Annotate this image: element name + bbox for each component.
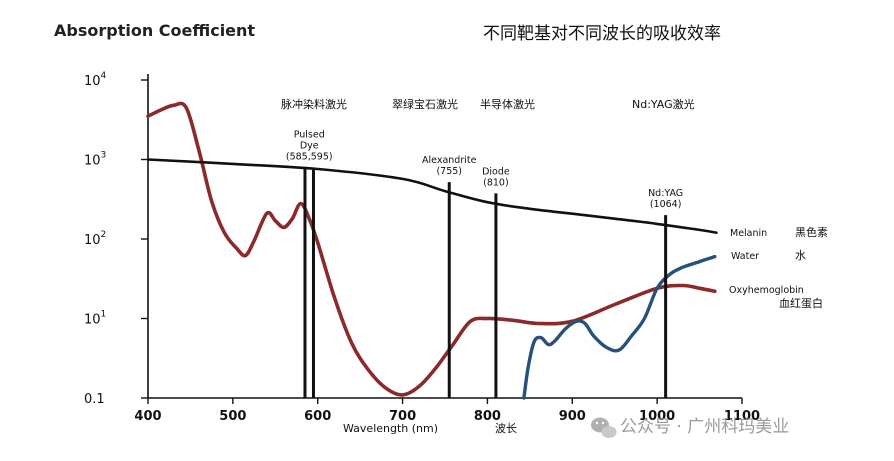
y-tick-label: 104: [84, 71, 107, 89]
x-tick-label: 800: [474, 409, 501, 424]
laser-category-ndyag-cn: Nd:YAG激光: [632, 97, 695, 111]
x-tick-label: 400: [134, 409, 161, 424]
legend-oxyhemoglobin: Oxyhemoglobin: [729, 285, 804, 296]
series-line-oxyhemoglobin: [146, 101, 717, 397]
x-axis-ticks: 400 500 600 700 800 900 1000 1100: [134, 398, 760, 424]
y-axis-ticks: 0.1 101 102 103 104: [84, 71, 148, 407]
watermark: 公众号 · 广州科玛美业: [591, 417, 789, 438]
laser-category-diode-cn: 半导体激光: [480, 97, 535, 111]
legend-melanin: Melanin: [730, 228, 767, 239]
laser-category-pulsed-dye-cn: 脉冲染料激光: [281, 97, 347, 111]
x-tick-label: 1100: [724, 409, 760, 424]
wechat-icon: [591, 417, 617, 438]
watermark-text: 公众号 · 广州科玛美业: [620, 417, 789, 437]
series-layer: [146, 101, 718, 400]
x-tick-label: 700: [389, 409, 416, 424]
y-tick-label: 0.1: [84, 392, 105, 407]
x-axis-label: Wavelength (nm): [343, 422, 438, 435]
laser-lines: Pulsed Dye (585,595) Alexandrite (755) Diode(…: [286, 130, 683, 398]
laser-label: Pulsed Dye (585,595): [286, 130, 333, 163]
legend-water-cn: 水: [795, 249, 806, 262]
y-tick-label: 102: [84, 230, 106, 248]
chart-title: Absorption Coefficient: [54, 21, 255, 40]
legend-melanin-cn: 黑色素: [795, 225, 828, 239]
y-tick-label: 103: [84, 151, 106, 169]
x-tick-label: 1000: [639, 409, 675, 424]
laser-label: Nd:YAG (1064): [648, 188, 683, 210]
legend-water: Water: [731, 251, 759, 262]
laser-label: Alexandrite (755): [422, 155, 477, 177]
x-tick-label: 600: [304, 409, 331, 424]
series-line-water: [522, 254, 717, 400]
laser-category-alexandrite-cn: 翠绿宝石激光: [392, 97, 458, 111]
laser-label: Diode (810): [482, 166, 510, 188]
legend-oxyhemoglobin-cn: 血红蛋白: [779, 296, 823, 310]
y-tick-label: 101: [84, 310, 106, 328]
x-tick-label: 900: [559, 409, 586, 424]
x-axis-label-cn: 波长: [495, 422, 517, 435]
x-tick-label: 500: [219, 409, 246, 424]
series-line-melanin: [146, 158, 718, 234]
chart-title-cn: 不同靶基对不同波长的吸收效率: [483, 24, 721, 44]
